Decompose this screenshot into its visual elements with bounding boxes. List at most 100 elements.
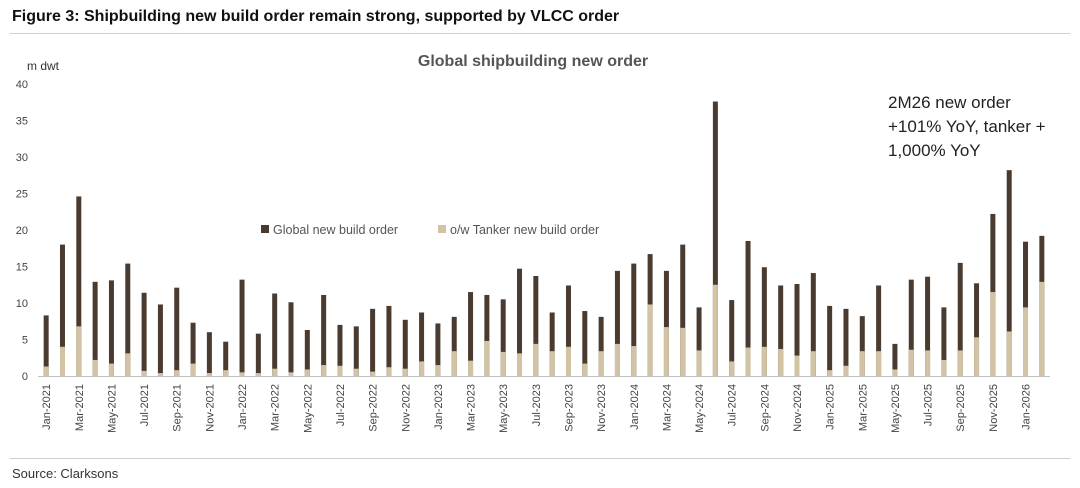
bar-global-dec-2021 — [223, 341, 229, 376]
bar-tanker-jan-2022 — [239, 372, 245, 376]
bar-tanker-dec-2025 — [1006, 331, 1012, 376]
bar-tanker-dec-2024 — [810, 351, 816, 376]
bar-tanker-nov-2022 — [402, 368, 408, 376]
x-tick-label: Sep-2023 — [563, 384, 575, 432]
bar-global-apr-2021 — [92, 281, 98, 376]
bar-chart: Global shipbuilding new order m dwt 0 5 10… — [16, 53, 1050, 433]
bar-tanker-mar-2021 — [76, 326, 82, 376]
bar-tanker-feb-2021 — [59, 346, 65, 376]
bar-tanker-nov-2021 — [206, 373, 212, 376]
bar-global-apr-2023 — [484, 294, 490, 376]
bar-global-sep-2022 — [370, 308, 376, 376]
bar-global-aug-2022 — [353, 326, 359, 376]
bar-global-nov-2024 — [794, 284, 800, 376]
legend-swatch-tanker — [438, 225, 446, 233]
bar-tanker-may-2021 — [108, 363, 114, 376]
legend-label-tanker: o/w Tanker new build order — [450, 223, 599, 237]
bar-tanker-feb-2023 — [451, 351, 457, 376]
bar-global-feb-2022 — [255, 333, 261, 376]
bar-global-apr-2025 — [876, 285, 882, 376]
bar-tanker-nov-2025 — [990, 292, 996, 376]
bar-global-aug-2025 — [941, 307, 947, 376]
bar-global-sep-2023 — [565, 285, 571, 376]
chart-title: Global shipbuilding new order — [418, 53, 648, 70]
bar-tanker-mar-2022 — [272, 368, 278, 376]
bar-global-sep-2025 — [957, 262, 963, 376]
bar-global-mar-2023 — [468, 292, 474, 376]
bar-tanker-nov-2024 — [794, 355, 800, 376]
bar-tanker-jul-2022 — [337, 365, 343, 376]
bar-global-oct-2025 — [974, 283, 980, 376]
bar-tanker-dec-2021 — [223, 370, 229, 376]
y-tick-label: 40 — [16, 79, 28, 91]
x-tick-label: Jan-2025 — [825, 384, 837, 430]
bar-tanker-jul-2025 — [925, 350, 931, 376]
bar-global-jan-2025 — [827, 305, 833, 376]
bar-tanker-sep-2024 — [761, 346, 767, 376]
bar-tanker-apr-2024 — [680, 327, 686, 376]
x-tick-label: Jan-2022 — [237, 384, 249, 430]
bar-global-may-2022 — [304, 330, 310, 376]
bar-tanker-jul-2024 — [729, 361, 735, 376]
y-axis: 0 5 10 15 20 25 30 35 40 — [16, 79, 28, 383]
bar-tanker-oct-2022 — [386, 367, 392, 376]
bar-tanker-mar-2024 — [663, 327, 669, 376]
x-tick-label: Nov-2023 — [596, 384, 608, 432]
bar-tanker-oct-2025 — [974, 337, 980, 376]
bar-tanker-apr-2025 — [876, 351, 882, 376]
bar-global-mar-2022 — [272, 293, 278, 376]
bar-tanker-jun-2021 — [125, 353, 131, 376]
bar-tanker-jun-2025 — [908, 349, 914, 376]
y-tick-label: 30 — [16, 152, 28, 164]
bar-tanker-nov-2023 — [598, 351, 604, 376]
bar-tanker-dec-2022 — [419, 361, 425, 376]
y-tick-label: 10 — [16, 298, 28, 310]
bar-global-sep-2024 — [761, 267, 767, 376]
bar-global-jun-2021 — [125, 263, 131, 376]
legend-swatch-global — [261, 225, 269, 233]
bar-tanker-apr-2021 — [92, 359, 98, 376]
bar-tanker-mar-2025 — [859, 351, 865, 376]
bar-global-jan-2022 — [239, 279, 245, 376]
bar-tanker-may-2023 — [500, 351, 506, 376]
bar-global-aug-2023 — [549, 312, 555, 376]
x-axis: Jan-2021 Mar-2021 May-2021 Jul-2021 Sep-2021… — [41, 384, 1032, 433]
bar-tanker-oct-2021 — [190, 363, 196, 376]
bar-tanker-aug-2023 — [549, 351, 555, 376]
source-note: Source: Clarksons — [12, 466, 119, 481]
x-tick-label: Nov-2022 — [400, 384, 412, 432]
bar-global-dec-2023 — [614, 270, 620, 376]
x-tick-label: Jul-2021 — [139, 384, 151, 426]
bar-global-jul-2021 — [141, 292, 147, 376]
bar-tanker-aug-2025 — [941, 359, 947, 376]
bar-global-oct-2024 — [778, 285, 784, 376]
x-tick-label: Sep-2021 — [172, 384, 184, 432]
x-tick-label: Jul-2023 — [531, 384, 543, 426]
tanker-order-bars — [43, 281, 1045, 376]
bar-global-mar-2021 — [76, 196, 82, 376]
bar-tanker-may-2025 — [892, 369, 898, 376]
bar-tanker-jan-2023 — [435, 365, 441, 376]
x-tick-label: Jul-2025 — [923, 384, 935, 426]
bar-global-jun-2024 — [712, 101, 718, 377]
bar-global-jul-2022 — [337, 324, 343, 376]
bar-tanker-feb-2026 — [1039, 281, 1045, 376]
x-tick-label: Nov-2024 — [792, 384, 804, 432]
annotation-line-3: 1,000% YoY — [888, 141, 981, 160]
bar-global-oct-2021 — [190, 322, 196, 376]
bar-global-jun-2025 — [908, 279, 914, 376]
x-tick-label: Jan-2026 — [1021, 384, 1033, 430]
bar-global-aug-2024 — [745, 240, 751, 376]
x-tick-label: May-2021 — [106, 384, 118, 433]
x-tick-label: Jul-2022 — [335, 384, 347, 426]
bar-global-may-2023 — [500, 299, 506, 376]
bar-global-apr-2024 — [680, 244, 686, 376]
bar-global-dec-2022 — [419, 312, 425, 376]
bar-tanker-jan-2024 — [631, 346, 637, 376]
bar-tanker-jan-2026 — [1023, 307, 1029, 376]
bar-global-may-2021 — [108, 280, 114, 376]
bar-tanker-apr-2022 — [288, 372, 294, 376]
bar-global-oct-2022 — [386, 305, 392, 376]
annotation-line-2: +101% YoY, tanker + — [888, 117, 1046, 136]
x-tick-label: Jan-2023 — [433, 384, 445, 430]
